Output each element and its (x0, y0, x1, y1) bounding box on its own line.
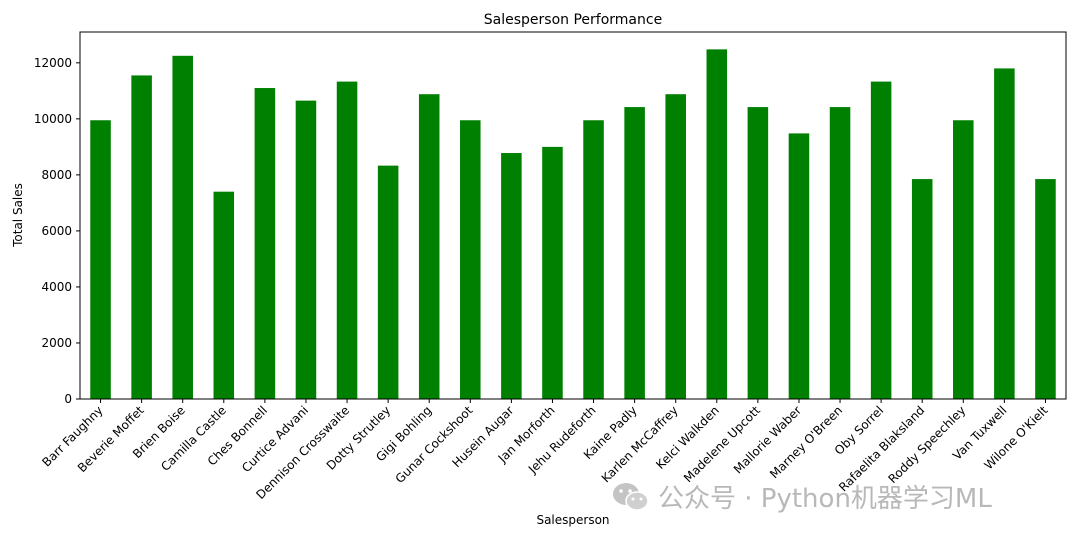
plot-frame (79, 31, 1067, 400)
bar (90, 120, 111, 399)
bar (665, 94, 686, 399)
bar (213, 191, 235, 399)
bar (788, 133, 810, 399)
bar (542, 146, 563, 399)
bars-group (90, 49, 1056, 400)
y-tick-label: 0 (64, 392, 72, 406)
y-tick-label: 4000 (41, 280, 72, 294)
wechat-icon (613, 482, 649, 511)
x-tick-label: Roddy Speechley (885, 403, 968, 486)
y-tick-label: 10000 (34, 112, 72, 126)
x-tick-label: Karlen McCaffrey (599, 403, 681, 485)
bar (418, 94, 440, 399)
x-tick-label: Madelene Upcott (681, 403, 763, 485)
bar (953, 120, 974, 399)
bar (295, 100, 317, 400)
bar (501, 153, 522, 399)
x-tick-label: Gunar Cockshoot (393, 403, 476, 486)
bar (460, 120, 481, 399)
bar (706, 49, 728, 399)
bar (336, 81, 358, 399)
bar (829, 107, 851, 399)
bar (994, 68, 1015, 399)
bar (747, 107, 769, 399)
chart-title: Salesperson Performance (484, 12, 662, 28)
bar (870, 81, 892, 399)
y-tick-label: 2000 (41, 336, 72, 350)
y-tick-label: 8000 (41, 168, 72, 182)
bar (172, 55, 193, 399)
x-tick-label: Marney O'Breen (767, 403, 845, 481)
y-axis-label: Total Sales (11, 183, 25, 248)
watermark-text: 公众号 · Python机器学习ML (658, 484, 992, 514)
watermark: 公众号 · Python机器学习ML (612, 478, 992, 515)
bar (911, 179, 933, 399)
bar (624, 107, 645, 399)
bar (254, 88, 276, 400)
bar (377, 165, 399, 399)
bar (131, 75, 152, 399)
y-tick-label: 6000 (41, 224, 72, 238)
y-axis: 0 2000 4000 6000 8000 10000 12000 (34, 56, 80, 406)
y-tick-label: 12000 (34, 56, 72, 70)
bar (1035, 179, 1056, 399)
x-axis-label: Salesperson (536, 513, 609, 527)
bar (583, 120, 604, 399)
